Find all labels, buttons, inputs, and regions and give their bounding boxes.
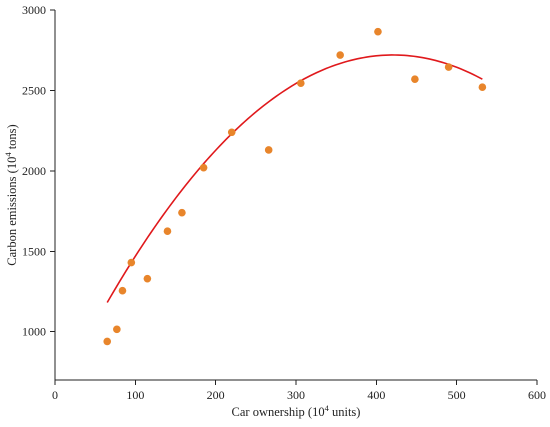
data-point [444, 63, 453, 71]
x-tick-label: 200 [207, 388, 225, 402]
y-tick-label: 1500 [22, 244, 46, 258]
x-tick-label: 500 [448, 388, 466, 402]
data-point [336, 51, 344, 59]
y-tick-label: 2000 [22, 164, 46, 178]
data-point [374, 27, 382, 36]
data-point [118, 286, 127, 295]
data-point [127, 258, 136, 267]
data-point [163, 227, 172, 235]
x-tick-label: 600 [528, 388, 546, 402]
data-point [178, 208, 186, 217]
data-point [411, 75, 419, 83]
data-point [199, 163, 208, 172]
data-point [103, 337, 112, 346]
y-tick-label: 2500 [22, 83, 46, 97]
x-tick-label: 300 [287, 388, 305, 402]
x-tick-label: 0 [52, 388, 58, 402]
y-tick-label: 3000 [22, 3, 46, 17]
x-ticks: 0 100 200 300 400 500 600 [52, 380, 546, 402]
y-ticks: 1000 1500 2000 2500 3000 [22, 3, 55, 339]
data-points [103, 27, 487, 346]
data-point [478, 83, 487, 92]
x-tick-label: 100 [126, 388, 144, 402]
data-point [143, 274, 152, 283]
y-tick-label: 1000 [22, 325, 46, 339]
x-axis-title: Car ownership (104 units) [232, 403, 361, 419]
axes [54, 10, 537, 381]
x-tick-label: 400 [367, 388, 385, 402]
y-axis-title: Carbon emissions (104 tons) [3, 124, 19, 265]
data-point [227, 128, 236, 137]
fit-curve [106, 54, 483, 303]
data-point [264, 146, 273, 154]
data-point [297, 79, 305, 87]
data-point [113, 325, 121, 334]
